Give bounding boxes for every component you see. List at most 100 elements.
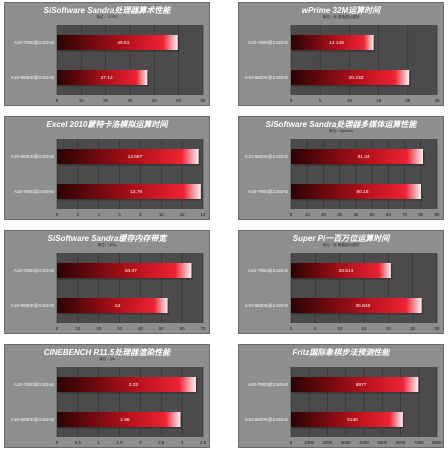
x-tick-label: 10 <box>347 98 352 103</box>
x-tick-label: 30 <box>117 326 122 331</box>
x-tick-label: 20 <box>405 98 410 103</box>
x-tick-label: 8000 <box>432 440 442 445</box>
chart-title: Excel 2010蒙特卡洛模拟运算时间 <box>46 120 168 129</box>
x-tick-label: 0 <box>56 326 59 331</box>
x-tick-label: 10 <box>159 212 164 217</box>
category-label: A10-6800K@3.5GHz <box>11 154 55 159</box>
bar-value-label: 13.79 <box>130 189 142 195</box>
category-label: A10-6800K@3.5GHz <box>245 75 289 80</box>
bar <box>57 70 148 85</box>
x-tick-label: 4000 <box>359 440 369 445</box>
bar-value-label: 6977 <box>356 382 367 388</box>
x-tick-label: 10 <box>75 326 80 331</box>
x-tick-label: 40 <box>353 212 358 217</box>
x-tick-label: 40 <box>152 98 157 103</box>
x-tick-label: 60 <box>201 98 206 103</box>
bar-value-label: 49.61 <box>117 40 129 46</box>
x-tick-label: 0 <box>290 326 293 331</box>
x-tick-label: 1 <box>97 440 100 445</box>
chart-subtitle: 单位：pts <box>99 357 115 361</box>
bar <box>291 184 422 199</box>
x-tick-label: 50 <box>159 326 164 331</box>
chart-subtitle: 单位：秒 数值越小越好 <box>322 243 360 247</box>
bar-chart: 0 1000 2000 3000 4000 5000 6000 7000 8000 A10-780… <box>245 367 442 445</box>
x-tick-label: 7000 <box>414 440 424 445</box>
bar <box>291 298 422 313</box>
x-tick-label: 1000 <box>304 440 314 445</box>
chart-subtitle: 单位：Mpixel/s <box>329 129 353 133</box>
chart-subtitle: 单位：GOPS <box>96 15 118 19</box>
x-tick-label: 20 <box>321 212 326 217</box>
panel-cinebench: CINEBENCH R11.5处理器渲染性能 单位：pts 0 0.5 1 1.5 2 2… <box>4 344 210 448</box>
bar-chart: 0 10 20 30 40 50 60 70 A10-7800@3.5GHz 64.47 A10-6… <box>11 253 206 331</box>
bar <box>291 70 410 85</box>
bar-value-label: 37.12 <box>101 75 113 81</box>
panel-sandra-multimedia: SiSoftware Sandra处理器多媒体运算性能 单位：Mpixel/s … <box>238 116 444 220</box>
x-tick-label: 25 <box>435 98 440 103</box>
x-tick-label: 0.5 <box>75 440 82 445</box>
bar-chart: 0 2 4 6 8 10 12 14 A10-6800K@3.5GHz 13.587 A10-780… <box>11 139 206 217</box>
bar-value-label: 80.15 <box>357 189 369 195</box>
bar <box>57 184 201 199</box>
x-tick-label: 2.5 <box>158 440 165 445</box>
chart-title: SiSoftware Sandra处理器算术性能 <box>43 6 171 15</box>
panel-excel: Excel 2010蒙特卡洛模拟运算时间 0 2 4 6 8 10 12 14 A10-6800… <box>4 116 210 220</box>
category-label: A10-7800@3.5GHz <box>14 189 55 194</box>
x-tick-label: 5 <box>314 326 317 331</box>
chart-title: SiSoftware Sandra缓存内存带宽 <box>47 234 167 243</box>
x-tick-label: 10 <box>79 98 84 103</box>
chart-title: Super Pi一百万位运算时间 <box>292 234 390 243</box>
x-tick-label: 0 <box>290 440 293 445</box>
x-tick-label: 20 <box>103 98 108 103</box>
x-tick-label: 15 <box>362 326 367 331</box>
category-label: A10-7800@3.5GHz <box>14 40 55 45</box>
bar <box>57 377 196 392</box>
bar <box>57 298 168 313</box>
category-label: A10-6800K@3.5GHz <box>11 303 55 308</box>
x-tick-label: 30 <box>128 98 133 103</box>
x-tick-label: 40 <box>138 326 143 331</box>
category-label: A10-7800@3.5GHz <box>248 40 289 45</box>
category-label: A10-6800K@3.5GHz <box>245 417 289 422</box>
category-label: A10-7800@3.5GHz <box>248 268 289 273</box>
bar-value-label: 3.33 <box>129 382 139 388</box>
x-tick-label: 70 <box>201 326 206 331</box>
chart-title: SiSoftware Sandra处理器多媒体运算性能 <box>265 120 417 129</box>
category-label: A10-6800K@3.5GHz <box>11 75 55 80</box>
panel-fritz: Fritz国际象棋步法预测性能 0 1000 2000 3000 4000 5000 600… <box>238 344 444 448</box>
bar <box>291 377 419 392</box>
bar-chart: 0 10 20 30 40 50 60 70 80 90 A10-6800K@3.5GHz 81.34… <box>245 139 440 217</box>
x-tick-label: 20 <box>96 326 101 331</box>
panel-sandra-cache: SiSoftware Sandra缓存内存带宽 单位：GB/s 0 10 20 30 4… <box>4 230 210 334</box>
bar-chart: 0 5 10 15 20 25 A10-7800@3.5GHz 14.149 A10-6800K… <box>245 25 440 103</box>
x-tick-label: 6 <box>118 212 121 217</box>
category-label: A10-7800@3.5GHz <box>14 382 55 387</box>
x-tick-label: 2000 <box>323 440 333 445</box>
chart-title: CINEBENCH R11.5处理器渲染性能 <box>43 348 171 357</box>
category-label: A10-6800K@3.5GHz <box>245 154 289 159</box>
bar <box>57 412 181 427</box>
x-tick-label: 0 <box>290 98 293 103</box>
x-tick-label: 3 <box>181 440 184 445</box>
bar-value-label: 81.34 <box>358 154 370 160</box>
bar <box>57 263 192 278</box>
category-label: A10-7800@3.5GHz <box>248 382 289 387</box>
x-tick-label: 1.5 <box>117 440 124 445</box>
x-tick-label: 60 <box>180 326 185 331</box>
x-tick-label: 60 <box>386 212 391 217</box>
bar <box>291 35 374 50</box>
x-tick-label: 80 <box>418 212 423 217</box>
bar-value-label: 53 <box>115 303 121 309</box>
x-tick-label: 3.5 <box>200 440 207 445</box>
x-tick-label: 0 <box>290 212 293 217</box>
x-tick-label: 15 <box>376 98 381 103</box>
x-tick-label: 10 <box>337 326 342 331</box>
chart-subtitle: 单位：秒 数值越小越好 <box>322 15 360 19</box>
panel-superpi: Super Pi一百万位运算时间 单位：秒 数值越小越好 0 5 10 15 20 25 3… <box>238 230 444 334</box>
bar-value-label: 2.96 <box>120 417 130 423</box>
chart-title: Fritz国际象棋步法预测性能 <box>292 348 390 357</box>
category-label: A10-7800@3.5GHz <box>14 268 55 273</box>
x-tick-label: 70 <box>402 212 407 217</box>
x-tick-label: 12 <box>180 212 185 217</box>
x-tick-label: 2 <box>139 440 142 445</box>
